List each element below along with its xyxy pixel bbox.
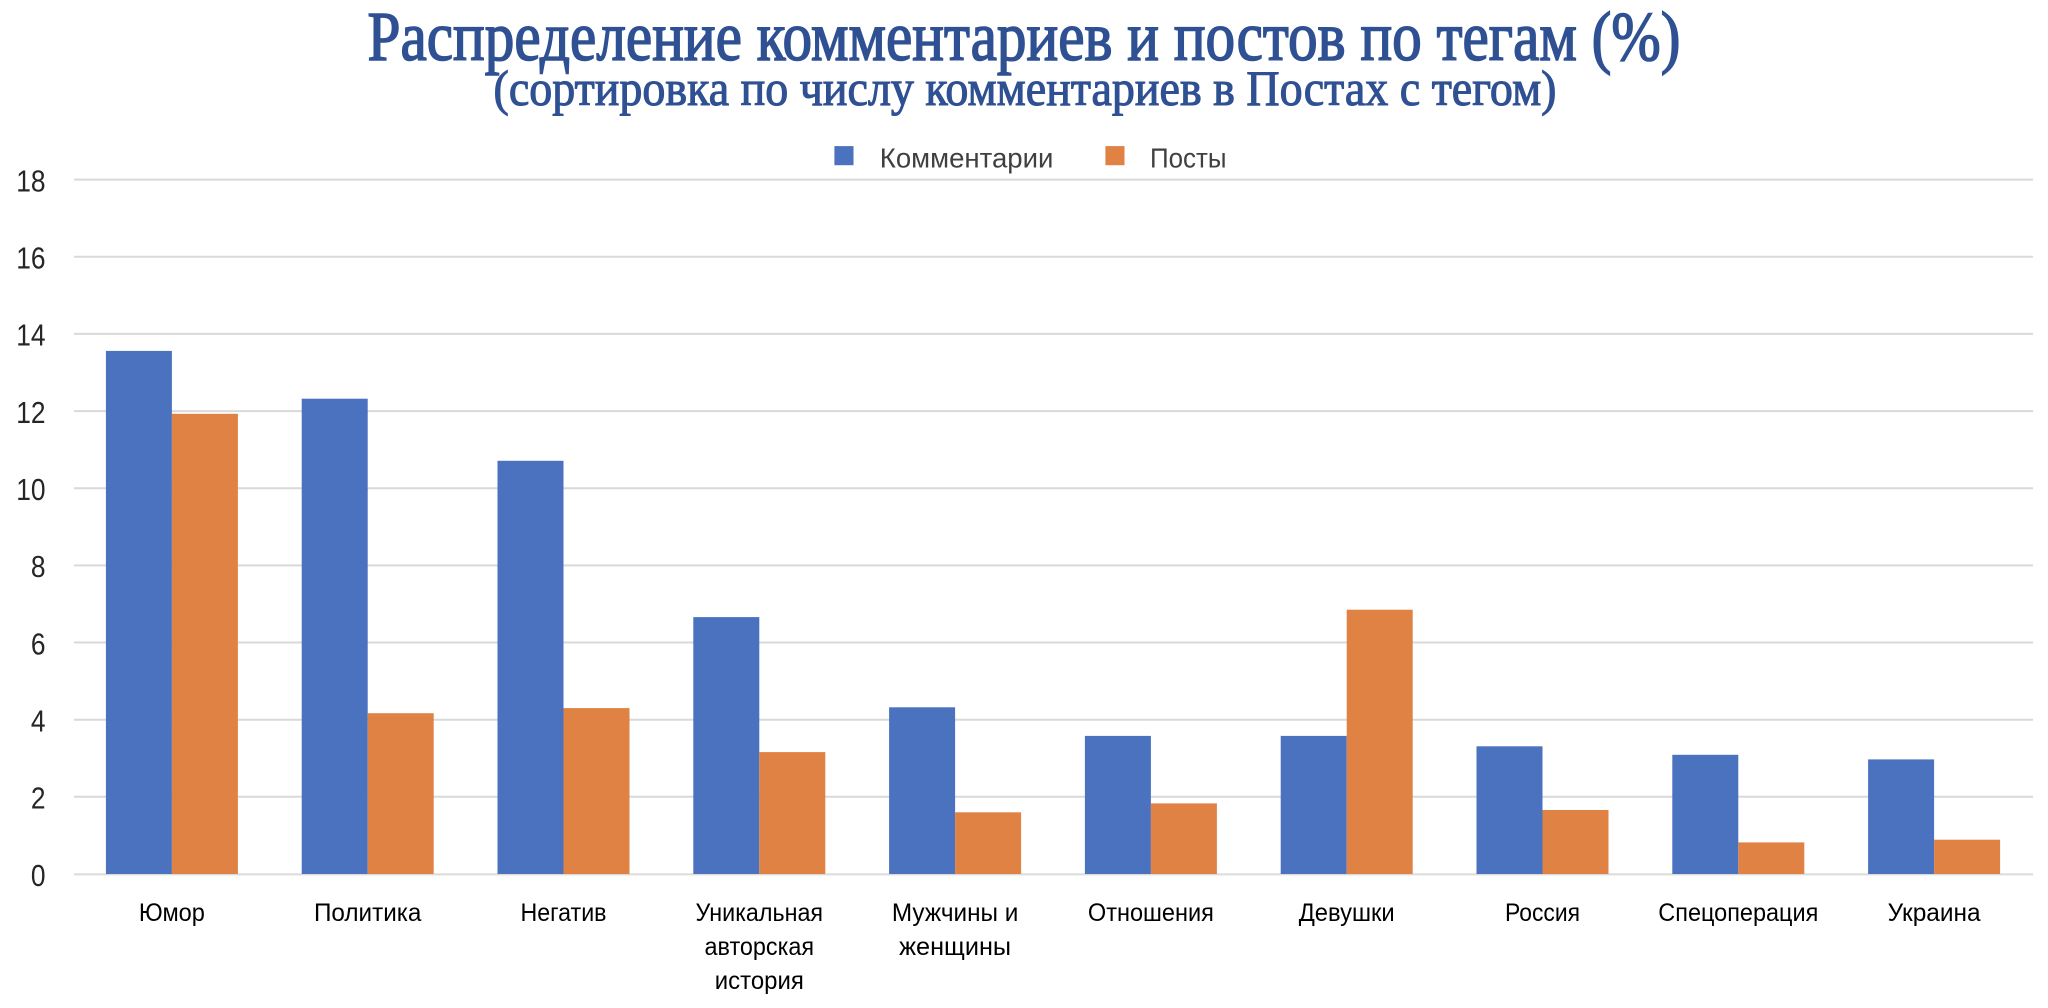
svg-text:история: история (715, 967, 804, 995)
svg-text:0: 0 (31, 859, 46, 893)
svg-text:Спецоперация: Спецоперация (1658, 899, 1818, 927)
svg-text:2: 2 (31, 782, 46, 816)
svg-text:10: 10 (16, 473, 45, 507)
svg-text:Мужчины и: Мужчины и (892, 899, 1019, 927)
svg-text:Посты: Посты (1150, 142, 1227, 173)
svg-text:8: 8 (31, 550, 46, 584)
svg-text:Негатив: Негатив (521, 899, 607, 927)
svg-text:Уникальная: Уникальная (696, 899, 824, 927)
svg-text:4: 4 (31, 705, 46, 739)
svg-text:Украина: Украина (1888, 899, 1981, 927)
svg-text:Комментарии: Комментарии (880, 142, 1054, 173)
svg-text:16: 16 (16, 242, 45, 276)
svg-text:(сортировка по числу комментар: (сортировка по числу комментариев в Пост… (494, 60, 1557, 116)
svg-text:Распределение комментариев и п: Распределение комментариев и постов по т… (368, 0, 1681, 76)
svg-text:18: 18 (16, 164, 45, 198)
svg-text:12: 12 (16, 396, 45, 430)
svg-text:женщины: женщины (899, 933, 1011, 961)
svg-text:14: 14 (16, 319, 45, 353)
svg-text:Девушки: Девушки (1299, 899, 1395, 927)
svg-text:Политика: Политика (314, 899, 422, 927)
svg-text:Россия: Россия (1505, 899, 1580, 927)
svg-text:Отношения: Отношения (1088, 899, 1214, 927)
svg-text:Юмор: Юмор (139, 899, 205, 927)
svg-text:6: 6 (31, 627, 46, 661)
svg-text:авторская: авторская (705, 933, 815, 961)
